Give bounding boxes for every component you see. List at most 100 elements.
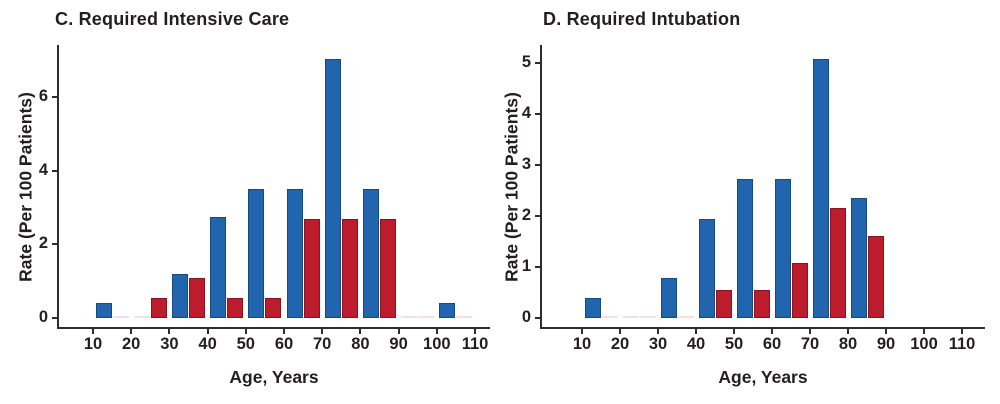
x-axis-label: Age, Years <box>718 367 808 387</box>
x-tick <box>435 329 438 334</box>
x-tick <box>283 329 285 334</box>
y-tick <box>535 164 540 166</box>
x-tick-label: 20 <box>610 335 630 353</box>
x-tick <box>168 329 171 334</box>
x-tick-label: 60 <box>274 335 294 353</box>
y-tick-label: 6 <box>38 87 48 106</box>
y-tick <box>535 266 540 268</box>
x-tick-label: 70 <box>313 335 332 353</box>
x-tick-label: 10 <box>83 335 103 353</box>
y-tick <box>52 243 57 246</box>
bar-red-40-49 <box>227 298 244 318</box>
x-tick <box>695 329 697 334</box>
x-tick-label: 100 <box>910 335 938 353</box>
bar-red-80-89 <box>867 236 884 318</box>
bar-red-60-69 <box>303 219 320 318</box>
bar-blue-80-89 <box>850 198 867 318</box>
y-tick-label: 3 <box>521 155 531 173</box>
y-tick <box>52 96 57 99</box>
bar-blue-10-19 <box>95 303 112 318</box>
x-tick <box>474 329 476 334</box>
panel-required-intubation: D. Required Intubation Rate (Per 100 Pat… <box>500 0 1000 404</box>
bar-red-50-59 <box>265 298 282 318</box>
bar-blue-60-69 <box>774 179 791 318</box>
bar-red-10-19 <box>601 316 618 318</box>
y-tick-label: 4 <box>38 160 48 179</box>
x-tick-label: 90 <box>876 335 896 353</box>
x-tick <box>581 329 583 334</box>
bar-blue-50-59 <box>736 179 753 318</box>
x-tick-label: 30 <box>160 335 179 353</box>
bar-red-80-89 <box>380 219 396 318</box>
bar-red-70-79 <box>341 219 358 318</box>
bar-red-60-69 <box>791 263 808 318</box>
x-tick <box>657 329 659 334</box>
bar-blue-20-29 <box>133 316 150 318</box>
x-tick-label: 40 <box>686 335 706 353</box>
x-tick-label: 30 <box>648 335 668 353</box>
y-tick-label: 4 <box>521 104 531 122</box>
bar-blue-70-79 <box>812 59 829 318</box>
y-tick-label: 2 <box>38 234 48 253</box>
bar-red-20-29 <box>150 298 167 318</box>
x-tick-label: 10 <box>572 335 592 353</box>
bar-blue-60-69 <box>286 189 303 318</box>
y-tick-label: 0 <box>38 308 48 326</box>
bar-blue-100-109 <box>439 303 456 318</box>
y-tick <box>52 317 57 319</box>
bar-blue-40-49 <box>698 219 715 318</box>
y-axis-line <box>540 45 542 329</box>
bar-red-70-79 <box>829 208 846 318</box>
x-tick <box>923 329 925 334</box>
x-tick <box>809 329 811 334</box>
x-tick-label: 50 <box>236 335 255 353</box>
x-tick-label: 50 <box>724 335 744 353</box>
x-tick-label: 90 <box>389 335 408 353</box>
bar-red-100-109 <box>456 316 473 318</box>
y-axis-line <box>57 45 59 329</box>
y-tick-label: 5 <box>521 53 531 71</box>
y-tick-label: 0 <box>521 308 531 326</box>
x-tick <box>397 329 400 334</box>
x-tick <box>961 329 963 334</box>
bar-blue-20-29 <box>622 316 639 318</box>
x-tick <box>847 329 849 334</box>
x-tick-label: 100 <box>423 335 451 353</box>
bar-red-20-29 <box>639 316 656 318</box>
x-tick <box>619 329 621 334</box>
x-tick-label: 40 <box>198 335 217 353</box>
x-tick <box>92 329 94 334</box>
bar-blue-70-79 <box>324 59 341 318</box>
bar-red-90-99 <box>418 316 435 318</box>
bar-blue-30-39 <box>660 278 677 318</box>
bar-blue-10-19 <box>584 298 601 318</box>
x-tick-label: 110 <box>461 335 489 353</box>
x-tick-label: 80 <box>838 335 858 353</box>
x-axis-label: Age, Years <box>229 367 319 387</box>
y-tick-label: 1 <box>521 257 531 275</box>
y-tick <box>535 317 540 319</box>
bar-blue-40-49 <box>210 217 227 318</box>
x-tick <box>321 329 324 334</box>
y-tick <box>535 62 540 64</box>
x-tick-label: 20 <box>122 335 141 353</box>
x-tick <box>359 329 362 334</box>
x-tick <box>771 329 773 334</box>
bar-blue-30-39 <box>172 274 188 318</box>
x-tick <box>130 329 133 334</box>
x-tick-label: 80 <box>351 335 370 353</box>
x-tick-label: 60 <box>762 335 782 353</box>
x-tick <box>885 329 887 334</box>
bar-blue-50-59 <box>248 189 265 318</box>
bar-red-10-19 <box>112 316 129 318</box>
y-tick <box>535 215 540 217</box>
y-tick <box>535 113 540 115</box>
bar-red-30-39 <box>189 278 205 318</box>
panel-required-intensive-care: C. Required Intensive Care Rate (Per 100… <box>16 9 490 387</box>
panel-title: D. Required Intubation <box>543 9 741 29</box>
x-tick <box>733 329 735 334</box>
bar-red-30-39 <box>677 316 694 318</box>
x-tick-label: 110 <box>948 335 976 353</box>
bar-red-40-49 <box>715 290 732 318</box>
